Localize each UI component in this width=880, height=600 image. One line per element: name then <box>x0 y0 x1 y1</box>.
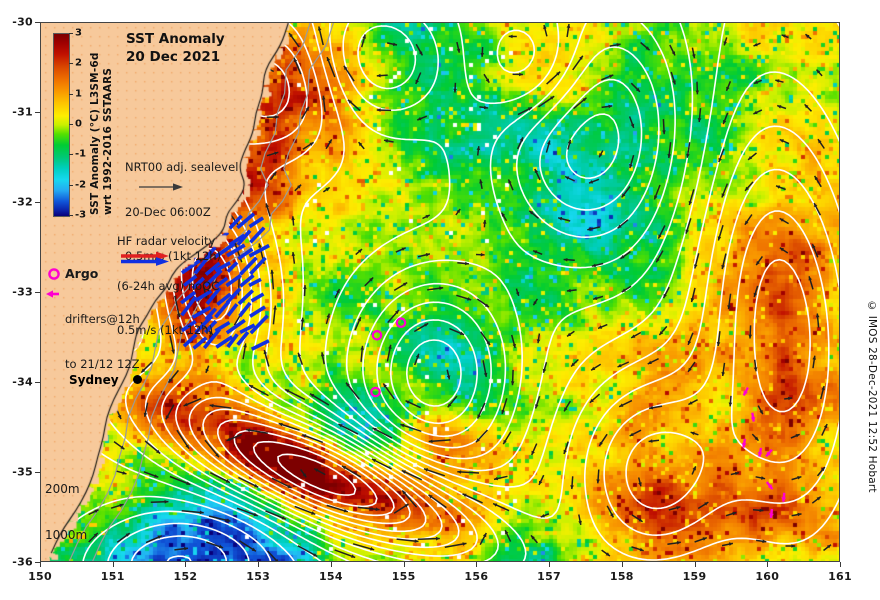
colorbar-tick-mark <box>69 124 73 125</box>
x-tick-mark <box>840 562 841 567</box>
colorbar-tick-mark <box>69 215 73 216</box>
bathymetry-line2: 1000m <box>45 527 88 542</box>
x-tick-label: 161 <box>828 570 852 583</box>
x-tick-mark <box>549 562 551 567</box>
x-tick-label: 160 <box>755 570 780 583</box>
hf-radar-annotation: HF radar velocity (6-24h avg) noQC 0.5m/… <box>117 205 219 367</box>
x-tick-mark <box>185 562 187 567</box>
argo-legend-label: Argo <box>65 266 99 281</box>
x-tick-mark <box>694 562 696 567</box>
colorbar-tick-mark <box>69 184 73 186</box>
sydney-marker <box>133 375 142 384</box>
y-tick-label: -35 <box>12 465 33 479</box>
x-tick-mark <box>330 562 332 567</box>
x-tick-label: 159 <box>682 570 707 583</box>
colorbar-tick-mark <box>69 154 73 156</box>
colorbar-tick-label: 0 <box>75 118 82 130</box>
y-tick-mark <box>35 112 40 113</box>
y-tick-label: -30 <box>12 15 33 29</box>
x-tick-label: 150 <box>28 570 52 583</box>
drifters-annotation: drifters@12h to 21/12 12Z <box>65 283 140 401</box>
y-tick-mark <box>35 472 40 473</box>
map-plot-area[interactable]: 3 2 1 0 -1 -2 -3 SST Anomaly (°C) L3SM-6d wrt … <box>40 22 840 562</box>
y-tick-label: -33 <box>12 285 33 299</box>
sealevel-scale-arrow-icon <box>139 183 183 191</box>
bathymetry-line1: 200m <box>45 481 80 496</box>
colorbar-tick-mark <box>69 63 73 65</box>
sydney-label: Sydney <box>69 373 119 387</box>
colorbar-label-line2: wrt 1992-2016 SSTAARS <box>102 67 114 215</box>
x-tick-label: 153 <box>246 570 271 583</box>
colorbar-tick-mark <box>69 33 73 34</box>
colorbar-tick-label: 3 <box>75 27 82 39</box>
x-tick-label: 154 <box>318 570 343 583</box>
colorbar-label-line1: SST Anomaly (°C) L3SM-6d <box>89 52 101 215</box>
x-tick-mark <box>112 562 114 567</box>
title-line2: 20 Dec 2021 <box>126 48 221 65</box>
drifters-line1: drifters@12h <box>65 312 140 327</box>
colorbar-gradient <box>53 33 70 217</box>
hf-radar-line3: 0.5m/s (1kt 12h) <box>117 322 214 337</box>
drifter-marker-icon <box>46 290 59 298</box>
x-tick-mark <box>767 562 769 567</box>
argo-marker-icon <box>48 268 60 280</box>
x-tick-label: 157 <box>537 570 562 583</box>
y-tick-label: -34 <box>12 375 33 389</box>
y-tick-mark <box>35 292 40 293</box>
bathymetry-annotation: 200m 1000m <box>45 451 88 561</box>
x-tick-mark <box>258 562 260 567</box>
x-tick-label: 152 <box>173 570 198 583</box>
x-tick-label: 158 <box>609 570 634 583</box>
x-tick-label: 156 <box>464 570 489 583</box>
y-tick-label: -32 <box>12 195 33 209</box>
y-tick-mark <box>35 562 40 563</box>
colorbar-tick-label: 2 <box>75 57 82 69</box>
x-tick-mark <box>476 562 478 567</box>
hf-radar-line2: (6-24h avg) noQC <box>117 278 220 293</box>
hf-radar-scale-arrow-icon <box>121 251 169 266</box>
land-mask-layer <box>41 23 839 561</box>
colorbar-tick-label: -2 <box>75 179 87 191</box>
page-title: SST Anomaly 20 Dec 2021 <box>126 31 225 66</box>
colorbar-tick-label: 1 <box>75 88 82 100</box>
y-tick-label: -36 <box>12 555 33 569</box>
x-tick-label: 155 <box>391 570 416 583</box>
drifters-line2: to 21/12 12Z <box>65 356 140 371</box>
sealevel-annotation: NRT00 adj. sealevel 20-Dec 06:00Z 0.5m/s… <box>125 131 238 293</box>
sealevel-line2: 20-Dec 06:00Z <box>125 204 211 219</box>
sealevel-line3: 0.5m/s (1kt 12h) <box>125 248 222 263</box>
title-line1: SST Anomaly <box>126 31 225 47</box>
y-tick-mark <box>35 202 40 203</box>
x-tick-mark <box>403 562 405 567</box>
colorbar-tick-mark <box>69 93 73 95</box>
colorbar-tick-label: -3 <box>75 209 87 221</box>
y-tick-label: -31 <box>12 105 33 119</box>
credit-text: © IMOS 28-Dec-2021 12:52 Hobart <box>866 300 878 493</box>
y-tick-mark <box>35 22 40 23</box>
hf-radar-line1: HF radar velocity <box>117 234 216 249</box>
x-tick-mark <box>40 562 41 567</box>
x-tick-mark <box>621 562 623 567</box>
x-tick-label: 151 <box>100 570 125 583</box>
y-tick-mark <box>35 382 40 383</box>
sealevel-line1: NRT00 adj. sealevel <box>125 160 239 175</box>
colorbar-tick-label: -1 <box>75 148 87 160</box>
